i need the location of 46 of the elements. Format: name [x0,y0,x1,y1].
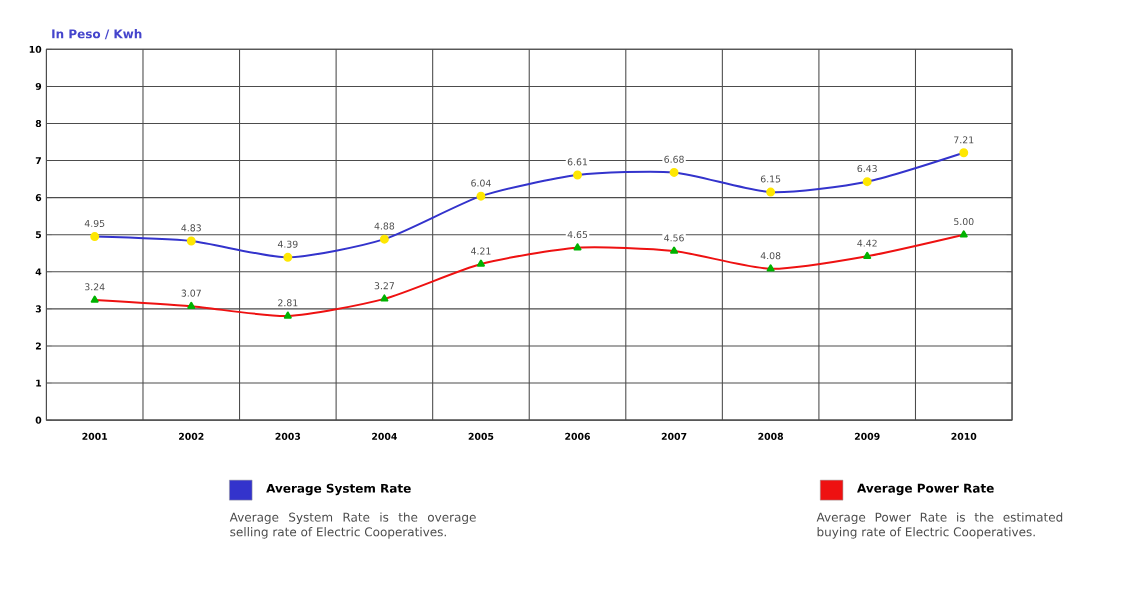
y-tick-label: 10 [29,45,42,53]
x-tick-label: 2003 [275,432,301,440]
data-label: 6.68 [664,155,684,163]
legend-label: Average System Rate [266,483,411,496]
data-label: 4.56 [664,234,684,242]
data-label: 3.24 [85,283,105,291]
y-tick-label: 6 [35,194,42,202]
data-label: 3.07 [181,289,201,297]
x-tick-label: 2010 [951,432,977,440]
y-tick-label: 2 [35,342,41,350]
x-tick-label: 2004 [372,432,397,440]
legend-label: Average Power Rate [857,483,994,496]
x-tick-label: 2006 [565,432,590,440]
y-tick-label: 8 [35,120,42,128]
data-label: 5.00 [954,218,974,226]
text: Average Power Rate is the estimated buying rate of Electric Cooperatives. [816,512,1063,539]
data-label: 6.04 [471,179,491,187]
y-tick-label: 1 [36,379,42,387]
x-tick-label: 2008 [758,432,784,440]
text: Average System Rate is the overage selling rate of Electric Cooperatives. [229,512,476,539]
data-label: 4.65 [567,231,588,239]
data-label: 4.88 [374,222,395,230]
data-label: 3.27 [374,282,394,290]
x-tick-label: 2009 [854,432,880,440]
data-label: 4.21 [471,247,491,255]
data-label: 6.15 [760,175,781,183]
data-label: 4.39 [277,240,298,248]
data-label: 4.08 [760,252,781,260]
x-tick-label: 2005 [468,432,494,440]
y-tick-label: 5 [35,231,42,239]
data-label: 7.21 [954,136,974,144]
data-label: 4.95 [84,220,105,228]
y-tick-label: 4 [35,268,42,276]
data-label: 6.43 [857,165,877,173]
y-axis-title: In Peso / Kwh [52,29,142,40]
x-tick-label: 2007 [661,432,687,440]
data-label: 6.61 [567,158,588,166]
data-label: 2.81 [278,299,298,307]
y-tick-label: 0 [35,416,42,424]
data-label: 4.42 [857,239,877,247]
x-tick-label: 2001 [82,432,108,440]
x-tick-label: 2002 [179,432,204,440]
data-label: 4.83 [181,224,201,232]
y-tick-label: 9 [35,82,42,91]
y-tick-label: 3 [35,305,41,313]
y-tick-label: 7 [35,157,41,165]
